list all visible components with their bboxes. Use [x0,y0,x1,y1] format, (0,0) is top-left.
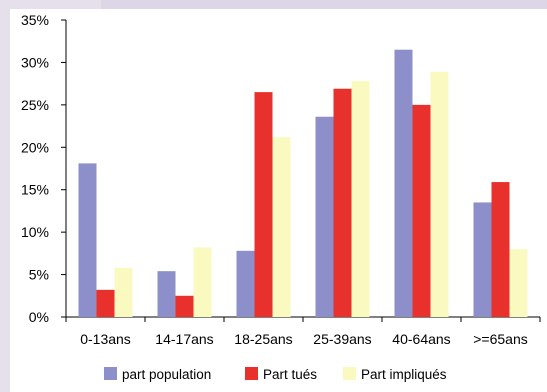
x-tick-label: 25-39ans [313,331,371,347]
bar [272,137,291,317]
bar [315,116,334,317]
bar [473,202,492,317]
y-tick-label: 5% [29,267,49,283]
bar [491,182,510,317]
bar [412,104,431,317]
y-tick-label: 0% [29,309,49,325]
y-tick-label: 20% [21,139,49,155]
bar [394,49,413,317]
top-strip [101,0,547,9]
bar [175,295,194,317]
legend-swatch [104,367,117,380]
legend-label: Part impliqués [361,367,447,382]
bar [78,163,97,317]
x-tick-label: 18-25ans [234,331,292,347]
x-tick-label: >=65ans [473,331,528,347]
bar [430,71,449,318]
bar [509,249,528,317]
bar [351,81,370,318]
legend-swatch [245,367,258,380]
bar [114,267,133,317]
bar [254,92,273,317]
legend: part population Part tués Part impliqués [104,367,447,382]
y-tick-label: 25% [21,97,49,113]
bar [96,289,115,317]
bar [333,88,352,317]
x-tick-label: 0-13ans [80,331,131,347]
x-tick-label: 40-64ans [392,331,450,347]
y-tick-label: 35% [21,12,49,28]
x-tick-label: 14-17ans [155,331,213,347]
bar [236,250,255,317]
legend-label: Part tués [263,367,317,382]
axes: 0% 5% 10% 15% 20% 25% 30% 35% 0-13ans 14-17ans 18-… [21,12,541,347]
y-tick-label: 30% [21,54,49,70]
y-tick-label: 15% [21,182,49,198]
bar [193,247,212,317]
bar [157,271,176,317]
legend-swatch [343,367,356,380]
legend-label: part population [122,367,211,382]
y-tick-label: 10% [21,224,49,240]
bars [78,49,528,318]
